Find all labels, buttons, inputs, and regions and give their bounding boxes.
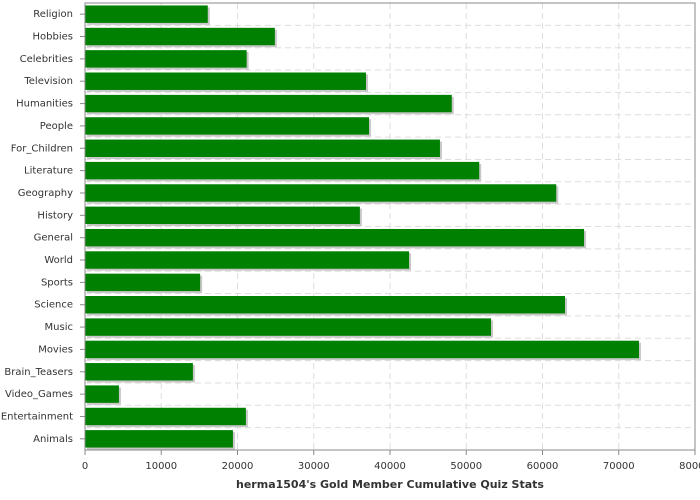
bar [85, 50, 247, 68]
bar [85, 184, 557, 202]
bar [85, 340, 639, 359]
y-tick-label: History [37, 210, 73, 221]
y-tick-label: Television [23, 76, 73, 87]
bar [85, 206, 360, 225]
y-tick-label: Movies [38, 344, 73, 355]
y-tick-label: Animals [33, 434, 73, 445]
bar [85, 430, 233, 448]
x-tick-label: 30000 [298, 461, 330, 472]
bar [85, 117, 370, 135]
bar [85, 296, 565, 314]
x-tick-label: 40000 [374, 461, 406, 472]
bar [85, 363, 193, 381]
y-tick-label: Entertainment [1, 411, 73, 422]
x-tick-label: 20000 [222, 461, 254, 472]
y-tick-label: Literature [24, 166, 73, 177]
x-tick-label: 50000 [450, 461, 482, 472]
x-tick-label: 0 [82, 461, 88, 472]
y-tick-label: Video_Games [5, 389, 73, 400]
bar [85, 228, 585, 247]
y-tick-label: Sports [41, 277, 73, 288]
y-tick-label: Hobbies [33, 32, 73, 43]
y-tick-label: World [44, 255, 73, 266]
bar [85, 273, 201, 292]
x-tick-label: 10000 [145, 461, 177, 472]
y-tick-label: Science [34, 300, 73, 311]
bar [85, 27, 275, 46]
x-tick-label: 60000 [527, 461, 559, 472]
bar [85, 72, 366, 90]
bars [85, 5, 641, 450]
bar [85, 139, 440, 157]
y-tick-label: Music [45, 322, 73, 333]
bar [85, 407, 246, 426]
y-tick-label: Celebrities [20, 54, 73, 65]
y-tick-label: Brain_Teasers [4, 367, 73, 378]
y-tick-label: Geography [18, 188, 73, 199]
bar [85, 318, 492, 336]
y-tick-label: For_Children [11, 143, 73, 154]
y-tick-label: People [40, 121, 73, 132]
x-tick-label: 80000 [679, 461, 700, 472]
bar [85, 385, 119, 403]
x-tick-label: 70000 [603, 461, 635, 472]
bar [85, 251, 410, 269]
y-tick-label: General [34, 233, 73, 244]
y-tick-label: Humanities [16, 99, 73, 110]
bar [85, 161, 480, 180]
chart-title: herma1504's Gold Member Cumulative Quiz … [236, 478, 544, 491]
bar [85, 5, 208, 23]
bar [85, 94, 452, 113]
y-tick-label: Religion [33, 9, 73, 20]
